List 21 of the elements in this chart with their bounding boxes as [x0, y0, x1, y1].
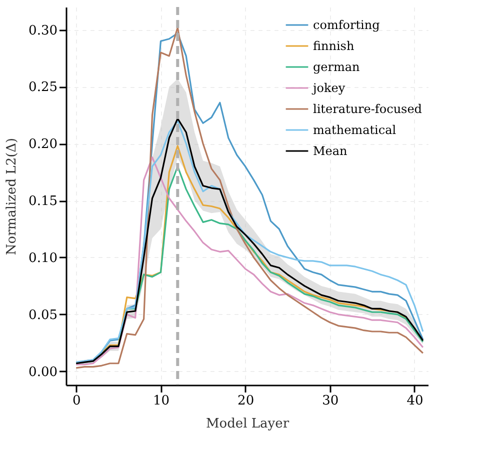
y-tick-label: 0.20	[28, 137, 58, 152]
y-axis-title: Normalized L2(Δ)	[4, 138, 20, 256]
y-tick-label: 0.10	[28, 250, 58, 266]
legend-label: mathematical	[313, 123, 396, 137]
y-tick-label: 0.30	[28, 23, 58, 38]
legend-label: jokey	[311, 81, 346, 95]
x-tick-label: 30	[322, 394, 339, 408]
x-tick-label: 40	[406, 394, 424, 408]
legend-label: comforting	[313, 18, 380, 32]
x-tick-label: 0	[72, 394, 81, 408]
y-tick-label: 0.15	[28, 194, 58, 210]
y-tick-label: 0.25	[28, 80, 58, 96]
legend-label: finnish	[313, 39, 354, 53]
x-axis-title: Model Layer	[206, 416, 290, 432]
legend-label: Mean	[313, 144, 348, 158]
x-tick-label: 10	[152, 394, 170, 408]
x-tick-label: 20	[238, 394, 254, 408]
legend-label: literature-focused	[313, 102, 422, 116]
y-tick-label: 0.00	[28, 364, 58, 380]
y-tick-label: 0.05	[28, 308, 58, 323]
legend-label: german	[313, 60, 360, 74]
